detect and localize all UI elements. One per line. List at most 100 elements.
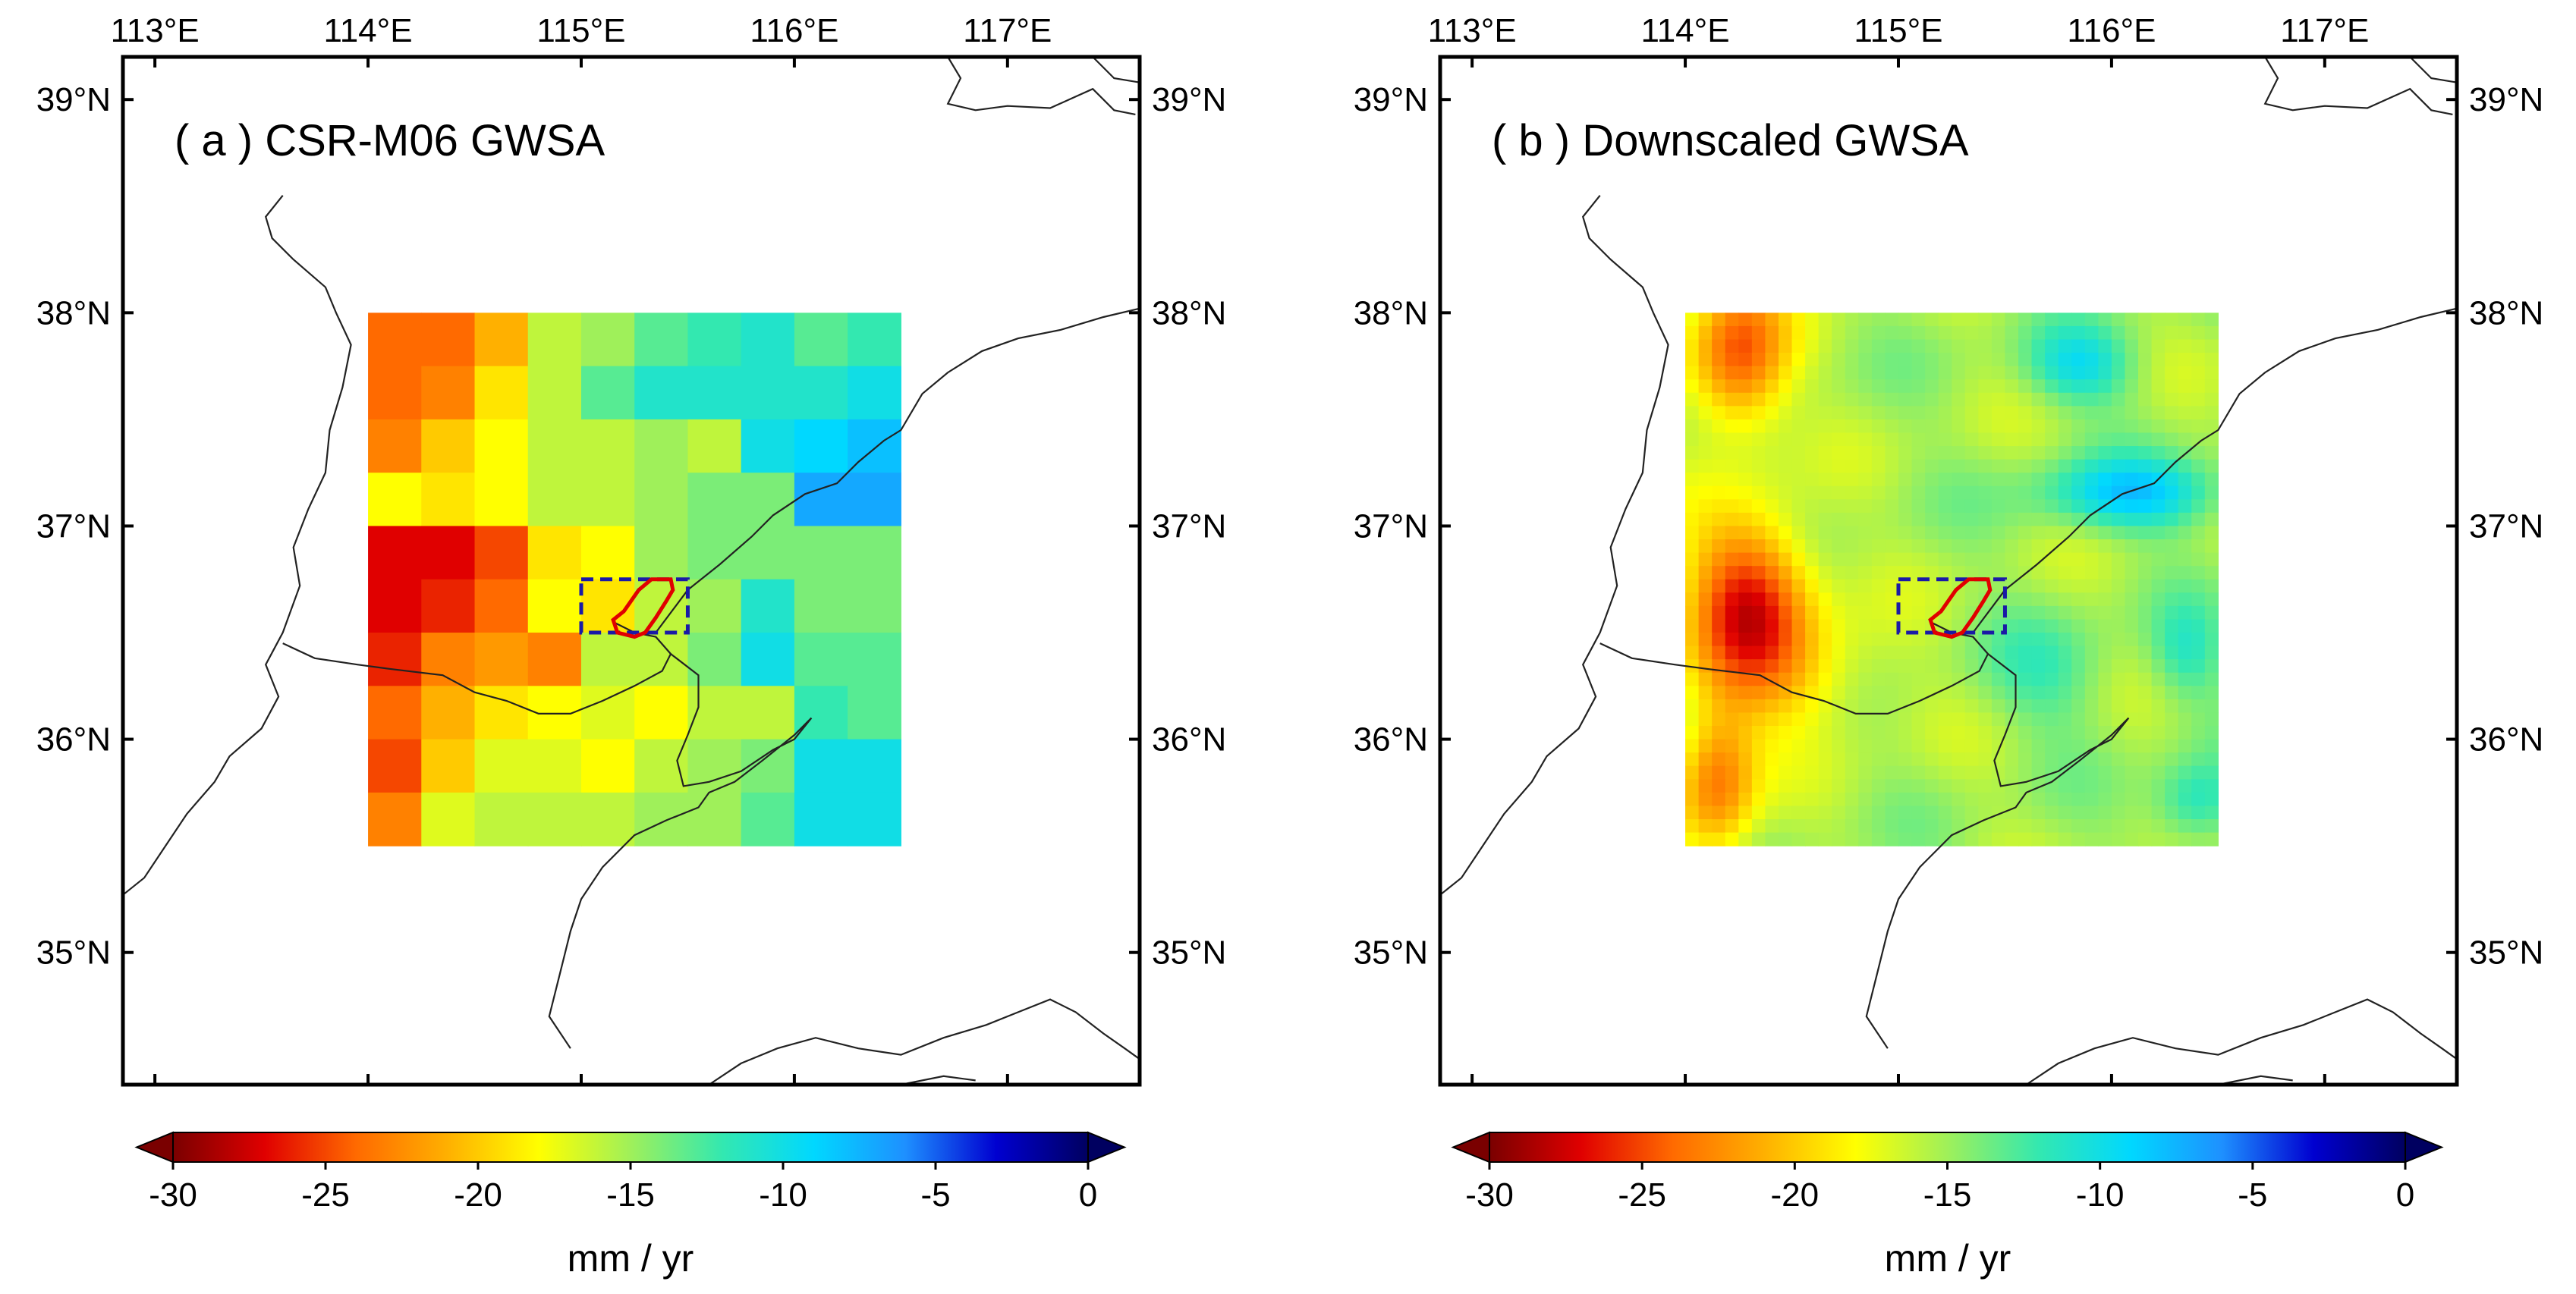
grid-cell xyxy=(2005,726,2019,740)
grid-cell xyxy=(1978,686,1993,700)
grid-cell xyxy=(1725,566,1739,580)
grid-cell xyxy=(1818,619,1832,633)
gwsa-grid-a xyxy=(368,313,901,846)
grid-cell xyxy=(2045,752,2059,767)
grid-cell xyxy=(1751,392,1766,407)
grid-cell xyxy=(2071,406,2086,420)
grid-cell xyxy=(1991,446,2006,460)
grid-cell xyxy=(1938,512,1952,527)
grid-cell xyxy=(1712,313,1726,327)
grid-cell xyxy=(2031,645,2046,660)
grid-cell xyxy=(1898,552,1913,567)
grid-cell xyxy=(1791,419,1806,434)
grid-cell xyxy=(2071,819,2086,834)
grid-cell xyxy=(1725,539,1739,554)
grid-cell xyxy=(1925,752,1939,767)
grid-cell xyxy=(2045,339,2059,353)
grid-cell xyxy=(1925,645,1939,660)
grid-cell xyxy=(2058,339,2072,353)
grid-cell xyxy=(1832,339,1846,353)
grid-cell xyxy=(2031,672,2046,686)
grid-cell xyxy=(1751,819,1766,834)
grid-cell xyxy=(1978,446,1993,460)
grid-cell xyxy=(1964,592,1979,607)
grid-cell xyxy=(1805,366,1820,380)
lon-tick-label: 113°E xyxy=(1428,12,1517,49)
grid-cell xyxy=(2125,313,2139,327)
grid-cell xyxy=(1805,392,1820,407)
grid-cell xyxy=(421,739,476,793)
grid-cell xyxy=(1751,512,1766,527)
grid-cell xyxy=(1938,473,1952,487)
grid-cell xyxy=(1738,313,1753,327)
grid-cell xyxy=(1832,392,1846,407)
boundary-line xyxy=(2025,998,2458,1085)
grid-cell xyxy=(1698,752,1713,767)
grid-cell xyxy=(2151,592,2166,607)
grid-cell xyxy=(2111,313,2126,327)
grid-cell xyxy=(2098,459,2112,473)
grid-cell xyxy=(1685,353,1700,367)
grid-cell xyxy=(1871,672,1886,686)
grid-cell xyxy=(1898,686,1913,700)
grid-cell xyxy=(1911,806,1926,820)
grid-cell xyxy=(580,419,635,473)
grid-cell xyxy=(2111,512,2126,527)
grid-cell xyxy=(1685,832,1700,846)
grid-cell xyxy=(1805,552,1820,567)
grid-cell xyxy=(1925,633,1939,647)
grid-cell xyxy=(1885,752,1899,767)
grid-cell xyxy=(1858,739,1873,753)
grid-cell xyxy=(1791,432,1806,447)
grid-cell xyxy=(1978,379,1993,394)
grid-cell xyxy=(2111,832,2126,846)
grid-cell xyxy=(1885,633,1899,647)
grid-cell xyxy=(741,579,795,633)
grid-cell xyxy=(1805,806,1820,820)
grid-cell xyxy=(2031,832,2046,846)
grid-cell xyxy=(2058,566,2072,580)
colorbar-tick-label: -25 xyxy=(301,1176,350,1214)
grid-cell xyxy=(1978,539,1993,554)
grid-cell xyxy=(2058,659,2072,674)
grid-cell xyxy=(1778,739,1793,753)
colorbar-min-extend xyxy=(1451,1131,1490,1164)
grid-cell xyxy=(1978,779,1993,793)
grid-cell xyxy=(2138,619,2153,633)
grid-cell xyxy=(2005,699,2019,714)
grid-cell xyxy=(2191,592,2206,607)
grid-cell xyxy=(1832,633,1846,647)
grid-cell xyxy=(1751,485,1766,500)
grid-cell xyxy=(1738,672,1753,686)
grid-cell xyxy=(2165,539,2179,554)
grid-cell xyxy=(2018,579,2033,593)
grid-cell xyxy=(1738,419,1753,434)
grid-cell xyxy=(2178,699,2192,714)
grid-cell xyxy=(1964,779,1979,793)
grid-cell xyxy=(1952,313,1966,327)
grid-cell xyxy=(2125,592,2139,607)
grid-cell xyxy=(848,792,901,846)
grid-cell xyxy=(368,686,422,740)
grid-cell xyxy=(1791,579,1806,593)
grid-cell xyxy=(741,686,795,740)
grid-cell xyxy=(1885,792,1899,807)
grid-cell xyxy=(1791,406,1806,420)
grid-cell xyxy=(1885,686,1899,700)
grid-cell xyxy=(2138,473,2153,487)
grid-cell xyxy=(1765,539,1779,554)
grid-cell xyxy=(1952,699,1966,714)
grid-cell xyxy=(1738,392,1753,407)
grid-cell xyxy=(2058,832,2072,846)
grid-cell xyxy=(2018,672,2033,686)
grid-cell xyxy=(2005,752,2019,767)
grid-cell xyxy=(2111,406,2126,420)
grid-cell xyxy=(1778,392,1793,407)
grid-cell xyxy=(2058,419,2072,434)
grid-cell xyxy=(1698,552,1713,567)
grid-cell xyxy=(2018,686,2033,700)
boundary-line xyxy=(2218,1075,2293,1086)
grid-cell xyxy=(1818,512,1832,527)
grid-cell xyxy=(368,579,422,633)
grid-cell xyxy=(1952,325,1966,341)
